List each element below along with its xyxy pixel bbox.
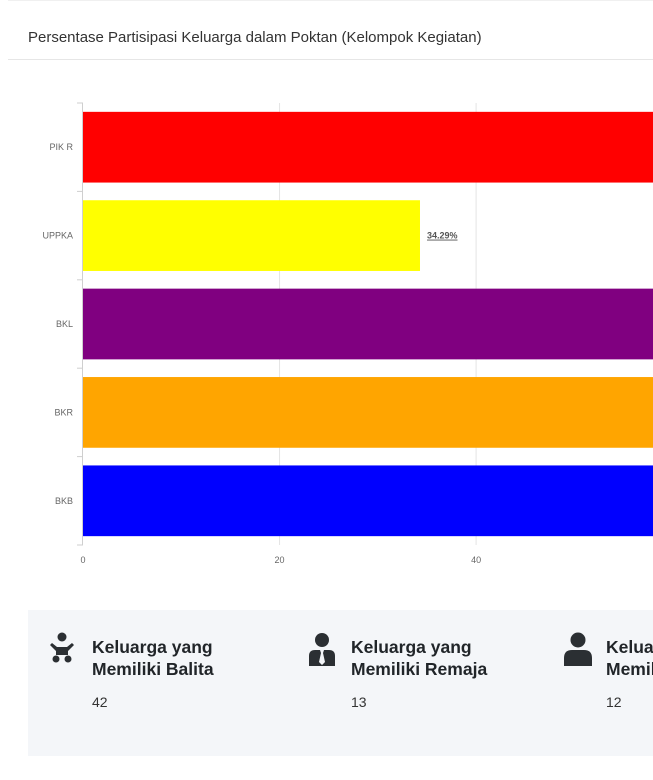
stat-value: 13 [351, 694, 367, 710]
x-tick-label: 40 [471, 555, 481, 565]
stats-panel: Keluarga yang Memiliki Balita 42 Keluarg… [28, 610, 653, 756]
bar-uppka [83, 200, 420, 271]
data-label: 34.29% [427, 231, 458, 241]
card-header: Persentase Partisipasi Keluarga dalam Po… [8, 0, 653, 60]
y-tick-label: PIK R [49, 142, 73, 152]
user-icon [564, 632, 592, 666]
baby-icon [50, 632, 74, 663]
bar-bkb [83, 465, 653, 537]
bar-chart: 0 20 40 PIK R UPPKA 34.29% BKL BKR BKB [42, 102, 653, 565]
stat-value: 12 [606, 694, 622, 710]
user-tie-icon [309, 633, 335, 666]
stat-value: 42 [92, 694, 108, 710]
page-title: Persentase Partisipasi Keluarga dalam Po… [28, 29, 482, 46]
bar-bkr [83, 377, 653, 448]
x-tick-label: 0 [80, 555, 85, 565]
bar-pik-r [83, 111, 653, 183]
y-tick-label: BKL [56, 319, 73, 329]
stat-label: Keluarga yang Memiliki Lansia [606, 637, 653, 679]
bar-bkl [83, 288, 653, 360]
y-tick-label: BKR [54, 407, 73, 417]
stat-label: Keluarga yang Memiliki Balita [92, 637, 214, 679]
y-tick-label: BKB [55, 496, 73, 506]
stat-label: Keluarga yang Memiliki Remaja [351, 637, 488, 679]
y-tick-label: UPPKA [42, 231, 73, 241]
x-tick-label: 20 [275, 555, 285, 565]
